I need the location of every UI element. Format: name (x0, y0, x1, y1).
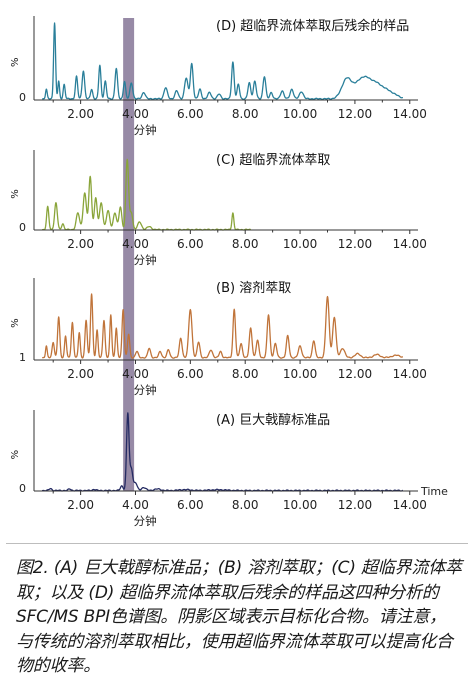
x-tick-label: 8.00 (232, 367, 259, 381)
y-axis-label: % (10, 189, 21, 199)
chromatogram-panel-c: % 0 2.00 4.00 6.00 8.00 10.00 12.00 14.00 分钟 (C) 超… (10, 150, 427, 267)
x-tick-label: 4.00 (122, 367, 149, 381)
x-tick-label: 4.00 (122, 237, 149, 251)
x-tick-label: 2.00 (67, 498, 94, 512)
chromatogram-trace-c (41, 158, 252, 231)
y-axis-base-label: 0 (19, 482, 26, 495)
x-tick-label: 2.00 (67, 367, 94, 381)
x-axis-label: 分钟 (134, 123, 157, 137)
x-tick-label: 14.00 (393, 237, 427, 251)
x-tick-label: 10.00 (283, 367, 317, 381)
x-tick-label: 10.00 (283, 107, 317, 121)
chromatogram-trace-d (41, 22, 404, 101)
y-axis-label: % (10, 450, 21, 460)
shaded-region-band (123, 18, 135, 491)
chromatogram-panel-d: % 0 2.00 4.00 6.00 8.00 10.00 12.00 14.00 分钟 (D) 超… (10, 16, 427, 137)
x-tick-label: 6.00 (177, 107, 204, 121)
x-tick-label: 12.00 (338, 107, 372, 121)
y-axis-label: % (10, 318, 21, 328)
x-tick-label: 14.00 (393, 107, 427, 121)
x-tick-label: 10.00 (283, 498, 317, 512)
caption-divider (6, 543, 468, 544)
y-axis-base-label: 0 (19, 91, 26, 104)
x-axis-label: 分钟 (134, 514, 157, 528)
x-tick-label: 6.00 (177, 498, 204, 512)
x-tick-label: 12.00 (338, 367, 372, 381)
chromatogram-trace-b (41, 293, 404, 359)
panel-title: (C) 超临界流体萃取 (216, 153, 330, 168)
x-tick-label: 14.00 (393, 367, 427, 381)
time-axis-label: Time (420, 485, 448, 498)
x-tick-label: 6.00 (177, 367, 204, 381)
x-tick-label: 12.00 (338, 237, 372, 251)
x-tick-label: 8.00 (232, 107, 259, 121)
x-tick-label: 10.00 (283, 237, 317, 251)
x-axis-label: 分钟 (134, 383, 157, 397)
x-tick-label: 8.00 (232, 237, 259, 251)
y-axis-base-label: 0 (19, 221, 26, 234)
panel-title: (B) 溶剂萃取 (216, 281, 291, 296)
x-tick-label: 4.00 (122, 498, 149, 512)
x-tick-label: 8.00 (232, 498, 259, 512)
chromatogram-panel-a: % 0 2.00 4.00 6.00 8.00 10.00 12.00 14.00 分钟 (A) 巨… (10, 410, 427, 528)
x-tick-label: 6.00 (177, 237, 204, 251)
x-axis-label: 分钟 (134, 253, 157, 267)
y-axis-base-label: 1 (19, 351, 26, 364)
panel-title: (A) 巨大戟醇标准品 (216, 412, 330, 428)
figure-caption: 图2. (A) 巨大戟醇标准品；(B) 溶剂萃取；(C) 超临界流体萃取；以及 … (16, 558, 462, 676)
x-tick-label: 2.00 (67, 237, 94, 251)
x-tick-label: 4.00 (122, 107, 149, 121)
x-tick-label: 2.00 (67, 107, 94, 121)
panel-title: (D) 超临界流体萃取后残余的样品 (216, 18, 409, 34)
x-tick-label: 14.00 (393, 498, 427, 512)
y-axis-label: % (10, 57, 21, 67)
x-tick-label: 12.00 (338, 498, 372, 512)
